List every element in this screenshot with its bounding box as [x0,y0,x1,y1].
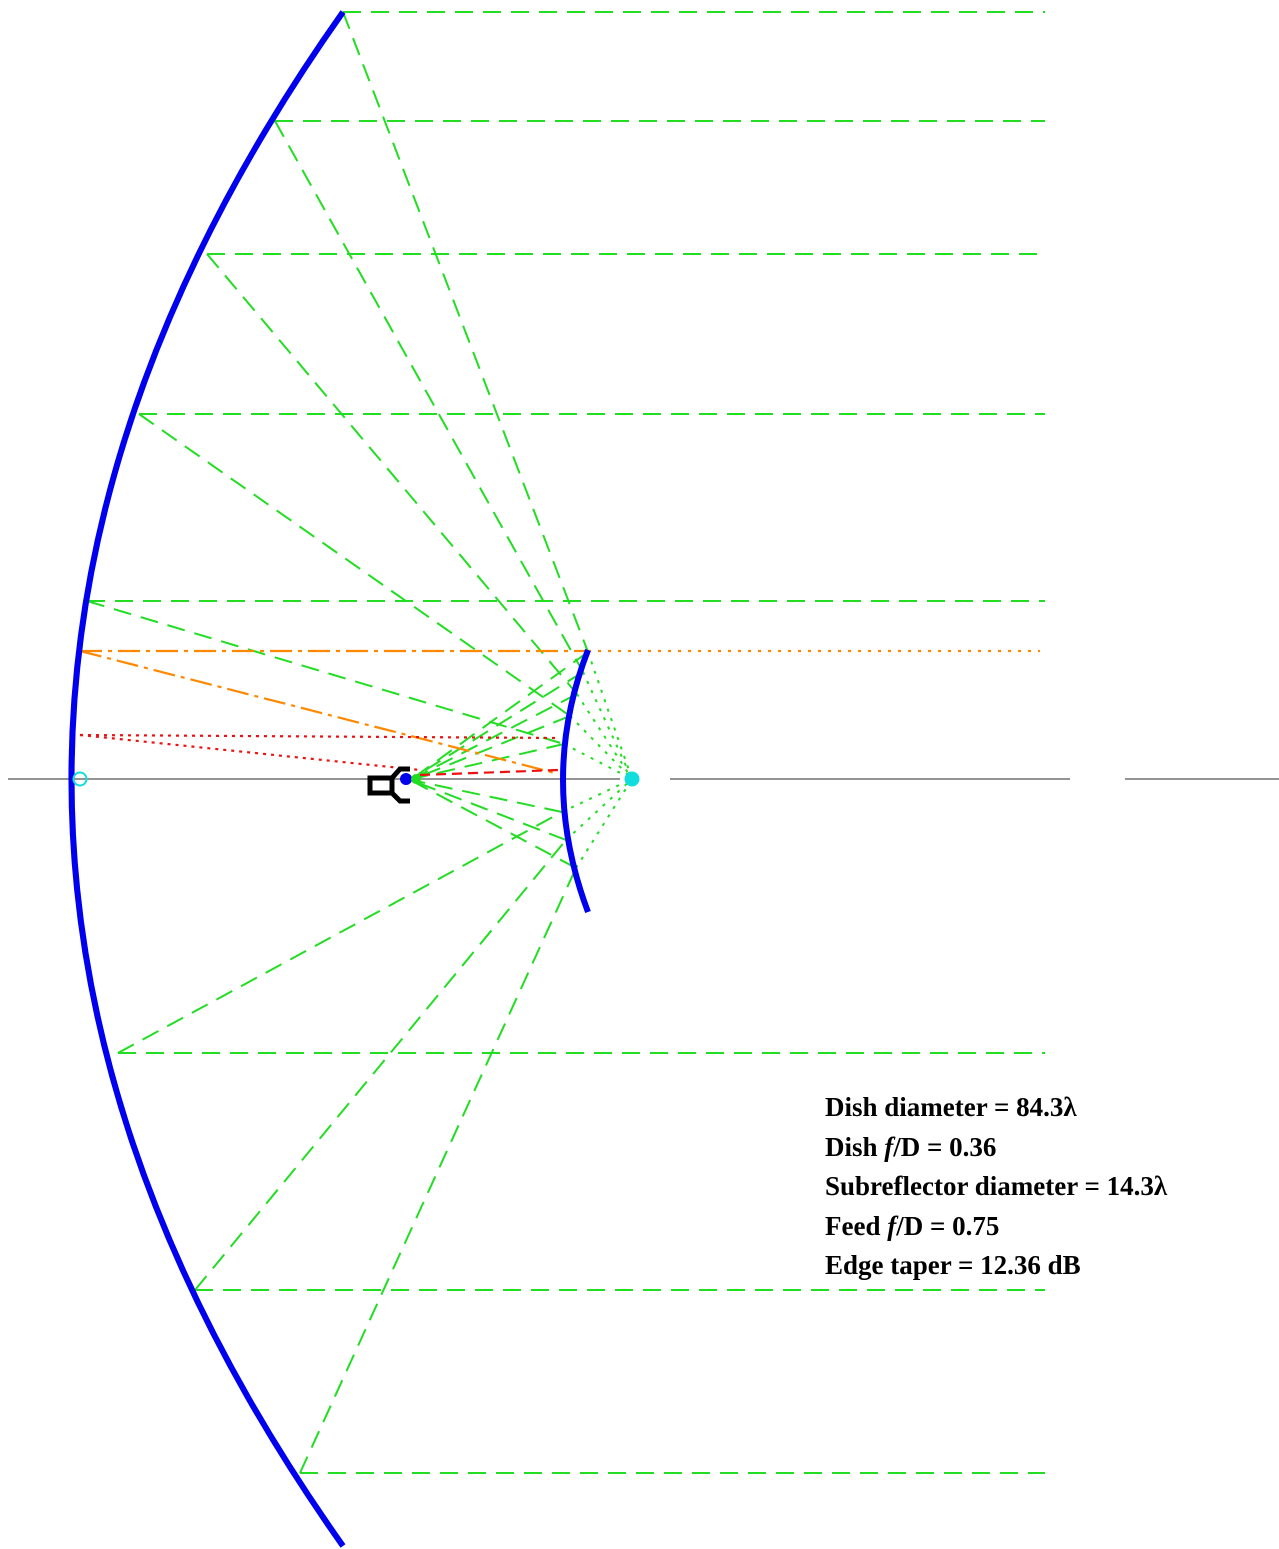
dish-to-subreflector-rays [86,11,589,1474]
antenna-parameters: Dish diameter = 84.3λ Dish f/D = 0.36 Su… [825,1088,1167,1286]
subreflector-diameter-label: Subreflector diameter = [825,1171,1107,1201]
dish-diameter-value: 84.3 [1016,1092,1064,1122]
dish-diameter-unit: λ [1063,1092,1077,1122]
dish-fd-label-post: /D = [893,1131,950,1162]
subreflector-to-feed-rays [415,651,589,869]
dish-vertex-marker [72,771,88,787]
edge-taper-line: Edge taper = 12.36 dB [825,1246,1167,1286]
dish-fd-line: Dish f/D = 0.36 [825,1128,1167,1168]
main-dish-reflector [68,10,346,1548]
feed-fd-label-italic: f [887,1210,897,1241]
subreflector [560,648,591,914]
feed-phase-center [400,773,412,785]
feed-fd-label-pre: Feed [825,1210,888,1241]
edge-taper-unit: dB [1040,1250,1081,1280]
blocked-ray [79,733,561,777]
dish-fd-label-italic: f [884,1131,894,1162]
subreflector-diameter-unit: λ [1153,1171,1168,1201]
feed-fd-label-post: /D = [896,1210,953,1241]
dish-diameter-label: Dish diameter = [825,1092,1017,1122]
feed-horn-icon [367,766,410,804]
subreflector-diameter-value: 14.3 [1106,1171,1154,1201]
dish-diameter-line: Dish diameter = 84.3λ [825,1088,1167,1128]
feed-fd-line: Feed f/D = 0.75 [825,1207,1167,1247]
edge-ray [79,649,1040,775]
dish-fd-value: 0.36 [949,1131,997,1162]
feed-aperture-point [411,774,421,784]
edge-taper-value: 12.36 [980,1250,1041,1280]
secondary-focus-marker [624,771,640,787]
subreflector-diameter-line: Subreflector diameter = 14.3λ [825,1167,1167,1207]
feed-fd-value: 0.75 [952,1210,1000,1241]
edge-taper-label: Edge taper = [825,1250,981,1280]
virtual-focus-rays [561,651,633,869]
aperture-rays [87,11,1045,1474]
dish-fd-label-pre: Dish [825,1131,885,1162]
